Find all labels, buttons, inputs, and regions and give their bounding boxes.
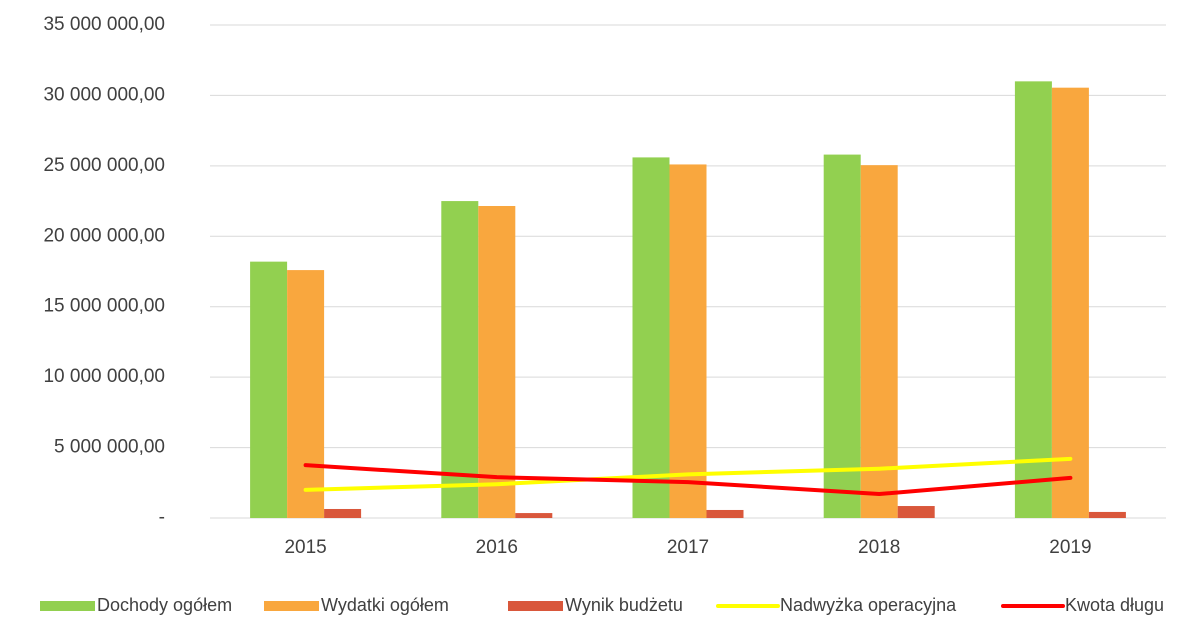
line bbox=[303, 463, 1073, 497]
bar bbox=[706, 509, 744, 518]
x-tick-label: 2019 bbox=[1049, 537, 1091, 558]
bar bbox=[669, 164, 707, 518]
bar bbox=[324, 508, 362, 518]
y-tick-label: 20 000 000,00 bbox=[43, 225, 165, 246]
legend-label: Dochody ogółem bbox=[97, 595, 232, 615]
x-tick-label: 2016 bbox=[476, 537, 518, 558]
y-tick-label: 25 000 000,00 bbox=[43, 155, 165, 176]
x-tick-label: 2018 bbox=[858, 537, 900, 558]
bar bbox=[441, 201, 479, 519]
bar bbox=[823, 154, 861, 519]
x-tick-label: 2015 bbox=[284, 537, 326, 558]
legend-label: Nadwyżka operacyjna bbox=[780, 595, 957, 615]
y-tick-label: 15 000 000,00 bbox=[43, 296, 165, 317]
legend-label: Wynik budżetu bbox=[565, 595, 683, 615]
bar bbox=[860, 165, 898, 518]
legend-swatch bbox=[508, 601, 563, 611]
y-tick-label: 30 000 000,00 bbox=[43, 84, 165, 105]
bar bbox=[632, 157, 670, 519]
y-tick-label: 5 000 000,00 bbox=[54, 437, 165, 458]
bar bbox=[250, 261, 288, 518]
legend-label: Kwota długu bbox=[1065, 595, 1164, 615]
bar bbox=[897, 506, 935, 518]
bar bbox=[1088, 511, 1126, 518]
legend-swatch bbox=[40, 601, 95, 611]
line bbox=[303, 456, 1073, 492]
legend-label: Wydatki ogółem bbox=[321, 595, 449, 615]
bar bbox=[478, 206, 516, 518]
x-tick-label: 2017 bbox=[667, 537, 709, 558]
bar bbox=[287, 270, 325, 518]
bar bbox=[515, 513, 553, 518]
legend-swatch bbox=[264, 601, 319, 611]
y-tick-label: 35 000 000,00 bbox=[43, 14, 165, 35]
bar bbox=[1051, 87, 1089, 518]
bar bbox=[1014, 81, 1052, 518]
y-tick-label: - bbox=[159, 507, 165, 528]
y-tick-label: 10 000 000,00 bbox=[43, 366, 165, 387]
